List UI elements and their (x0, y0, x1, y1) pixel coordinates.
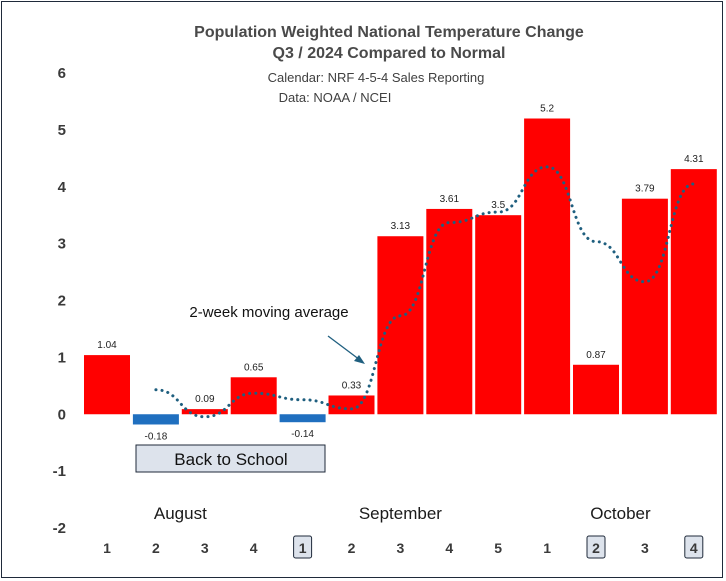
bar-week-13 (670, 169, 717, 415)
data-label-week-3: 0.09 (195, 394, 215, 405)
x-tick-week-11: 2 (592, 540, 600, 556)
bar-week-4 (230, 377, 277, 415)
annotation-arrowhead (354, 355, 365, 364)
chart-title-line2: Q3 / 2024 Compared to Normal (273, 45, 506, 62)
data-label-week-13: 4.31 (684, 154, 704, 165)
y-tick-label: 0 (58, 406, 66, 423)
x-tick-week-4: 4 (250, 540, 258, 556)
back-to-school-box (135, 444, 326, 473)
x-tick-week-2: 2 (152, 540, 160, 556)
data-label-week-6: 0.33 (342, 380, 362, 391)
y-tick-label: 4 (58, 179, 67, 196)
bar-week-10 (524, 118, 571, 415)
y-tick-label: 2 (58, 293, 66, 310)
y-tick-label: 6 (58, 65, 66, 82)
moving-average-annotation: 2-week moving average (189, 304, 348, 321)
x-tick-week-7: 3 (397, 540, 405, 556)
data-label-week-10: 5.2 (540, 104, 554, 115)
bar-week-2 (132, 414, 179, 425)
bar-week-9 (475, 215, 522, 415)
chart-subtitle-source: Data: NOAA / NCEI (279, 90, 392, 105)
highlighted-week-box (684, 535, 704, 559)
y-tick-label: 1 (58, 349, 66, 366)
bar-week-7 (377, 236, 424, 415)
bar-week-8 (426, 208, 473, 415)
y-tick-label: -1 (53, 463, 66, 480)
bar-week-6 (328, 395, 375, 415)
y-tick-label: -2 (53, 520, 66, 537)
month-label-october: October (590, 504, 651, 523)
bar-week-11 (573, 364, 619, 415)
back-to-school-label: Back to School (174, 450, 287, 469)
bar-week-3 (181, 409, 228, 415)
data-label-week-5: -0.14 (291, 429, 314, 440)
x-tick-week-9: 5 (494, 540, 502, 556)
x-tick-week-10: 1 (543, 540, 551, 556)
data-label-week-11: 0.87 (586, 350, 606, 361)
bar-week-1 (84, 355, 130, 415)
month-label-august: August (154, 504, 207, 523)
data-label-week-8: 3.61 (440, 194, 460, 205)
x-tick-week-3: 3 (201, 540, 209, 556)
chart-title: Population Weighted National Temperature… (194, 24, 584, 41)
x-tick-week-6: 2 (348, 540, 356, 556)
x-tick-week-13: 4 (690, 540, 698, 556)
y-tick-label: 3 (58, 236, 66, 253)
chart-subtitle-calendar: Calendar: NRF 4-5-4 Sales Reporting (268, 70, 485, 85)
data-label-week-4: 0.65 (244, 362, 264, 373)
x-tick-week-5: 1 (299, 540, 307, 556)
data-label-week-9: 3.5 (491, 200, 505, 211)
x-tick-week-12: 3 (641, 540, 649, 556)
data-label-week-2: -0.18 (145, 431, 168, 442)
data-label-week-12: 3.79 (635, 184, 655, 195)
highlighted-week-box (586, 535, 606, 559)
highlighted-week-box (293, 535, 313, 559)
data-label-week-7: 3.13 (391, 221, 411, 232)
y-tick-label: 5 (58, 122, 66, 139)
month-label-september: September (359, 504, 442, 523)
bar-week-5 (279, 414, 326, 423)
data-label-week-1: 1.04 (97, 340, 117, 351)
bar-week-12 (621, 198, 668, 415)
x-tick-week-8: 4 (445, 540, 453, 556)
annotation-arrow-line (327, 335, 361, 361)
x-tick-week-1: 1 (103, 540, 111, 556)
